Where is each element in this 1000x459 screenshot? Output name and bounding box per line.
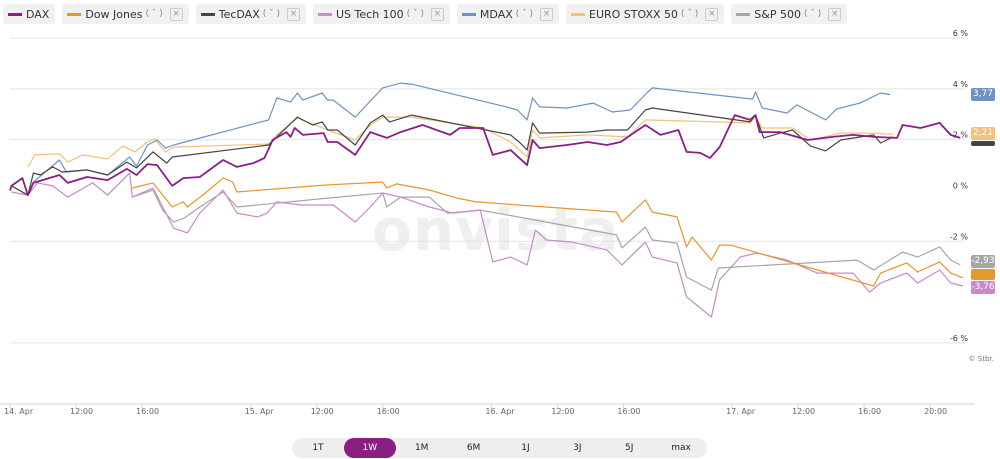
legend-label: Dow Jones: [85, 7, 143, 21]
chevron-down-icon[interactable]: ( ˇ ): [681, 9, 699, 19]
series-line-us-tech-100[interactable]: [11, 172, 964, 318]
legend-chip-dax[interactable]: DAX: [3, 4, 56, 24]
legend-chip-s-p-500[interactable]: S&P 500( ˇ ) ×: [731, 4, 848, 24]
last-value-badge: [971, 269, 995, 280]
legend-chip-dow-jones[interactable]: Dow Jones( ˇ ) ×: [62, 4, 189, 24]
y-tick-label: 2 %: [953, 131, 969, 140]
last-value-badge: -3,76: [971, 281, 995, 294]
series-swatch: [571, 12, 585, 16]
range-button-1m[interactable]: 1M: [414, 443, 429, 453]
range-button-1j[interactable]: 1J: [521, 443, 530, 453]
range-button-1t[interactable]: 1T: [312, 443, 324, 453]
series-swatch: [200, 12, 215, 16]
series-swatch: [318, 12, 332, 16]
y-tick-label: 6 %: [953, 29, 969, 38]
x-tick-label: 16:00: [377, 407, 400, 416]
range-button-6m[interactable]: 6M: [466, 443, 481, 453]
legend-chip-tecdax[interactable]: TecDAX( ˇ ) ×: [195, 4, 306, 24]
x-tick-label: 17. Apr: [726, 407, 756, 416]
x-tick-label: 12:00: [792, 407, 815, 416]
credit-text: © Stbr.: [968, 355, 994, 363]
close-icon[interactable]: ×: [705, 7, 719, 21]
series-line-dow-jones[interactable]: [132, 177, 964, 287]
series-line-s-p-500[interactable]: [132, 189, 961, 291]
close-icon[interactable]: ×: [828, 7, 842, 21]
x-tick-label: 12:00: [551, 407, 574, 416]
chevron-down-icon[interactable]: ( ˇ ): [145, 9, 163, 19]
y-tick-label: 0 %: [953, 182, 969, 191]
series-swatch: [8, 12, 22, 16]
legend-label: TecDAX: [218, 7, 260, 21]
chevron-down-icon[interactable]: ( ˇ ): [406, 9, 424, 19]
x-tick-label: 16. Apr: [485, 407, 515, 416]
last-value-badge: 3,77: [971, 88, 995, 101]
legend-chip-mdax[interactable]: MDAX( ˇ ) ×: [456, 4, 559, 24]
last-value-badge: 2,21: [971, 127, 995, 140]
x-tick-label: 12:00: [70, 407, 93, 416]
series-swatch: [461, 12, 476, 16]
range-button-max[interactable]: max: [671, 443, 691, 453]
series-line-dax[interactable]: [9, 114, 961, 196]
y-tick-label: 4 %: [953, 80, 969, 89]
x-tick-label: 15. Apr: [245, 407, 275, 416]
legend-chip-us-tech-100[interactable]: US Tech 100( ˇ ) ×: [313, 4, 450, 24]
legend-label: S&P 500: [754, 7, 801, 21]
x-tick-label: 14. Apr: [4, 407, 34, 416]
x-tick-label: 16:00: [617, 407, 640, 416]
series-line-mdax[interactable]: [9, 82, 891, 196]
x-tick-label: 16:00: [858, 407, 881, 416]
range-button-5j[interactable]: 5J: [624, 443, 634, 453]
y-tick-label: -6 %: [950, 334, 969, 343]
legend-label: EURO STOXX 50: [589, 7, 679, 21]
legend-label: MDAX: [479, 7, 513, 21]
legend-label: US Tech 100: [336, 7, 404, 21]
x-tick-label: 12:00: [311, 407, 334, 416]
time-range-selector: 1T 1W 1M 6M 1J 3J 5J max: [292, 438, 707, 458]
close-icon[interactable]: ×: [430, 7, 444, 21]
range-button-3j[interactable]: 3J: [573, 443, 582, 453]
x-tick-label: 20:00: [924, 407, 947, 416]
chevron-down-icon[interactable]: ( ˇ ): [515, 9, 533, 19]
close-icon[interactable]: ×: [169, 7, 183, 21]
watermark-logo: onvista: [372, 196, 620, 264]
series-swatch: [67, 12, 82, 16]
last-value-badge: [971, 141, 995, 146]
last-value-badge: -2,93: [971, 255, 995, 268]
legend-label: DAX: [26, 7, 50, 21]
performance-chart[interactable]: 6 % 4 % 2 % 0 % -2 % -6 % 14. Apr 12:00 16:00 15.…: [0, 0, 1000, 430]
legend: DAX Dow Jones( ˇ ) × TecDAX( ˇ ) × US Tech 10…: [3, 4, 848, 24]
close-icon[interactable]: ×: [287, 7, 300, 21]
chevron-down-icon[interactable]: ( ˇ ): [803, 9, 822, 19]
range-button-1w[interactable]: 1W: [343, 438, 396, 458]
legend-chip-euro-stoxx-50[interactable]: EURO STOXX 50( ˇ ) ×: [566, 4, 725, 24]
close-icon[interactable]: ×: [540, 7, 553, 21]
series-swatch: [736, 12, 751, 16]
y-tick-label: -2 %: [950, 232, 969, 241]
x-tick-label: 16:00: [136, 407, 159, 416]
chevron-down-icon[interactable]: ( ˇ ): [262, 9, 280, 19]
series-line-tecdax[interactable]: [9, 107, 894, 196]
